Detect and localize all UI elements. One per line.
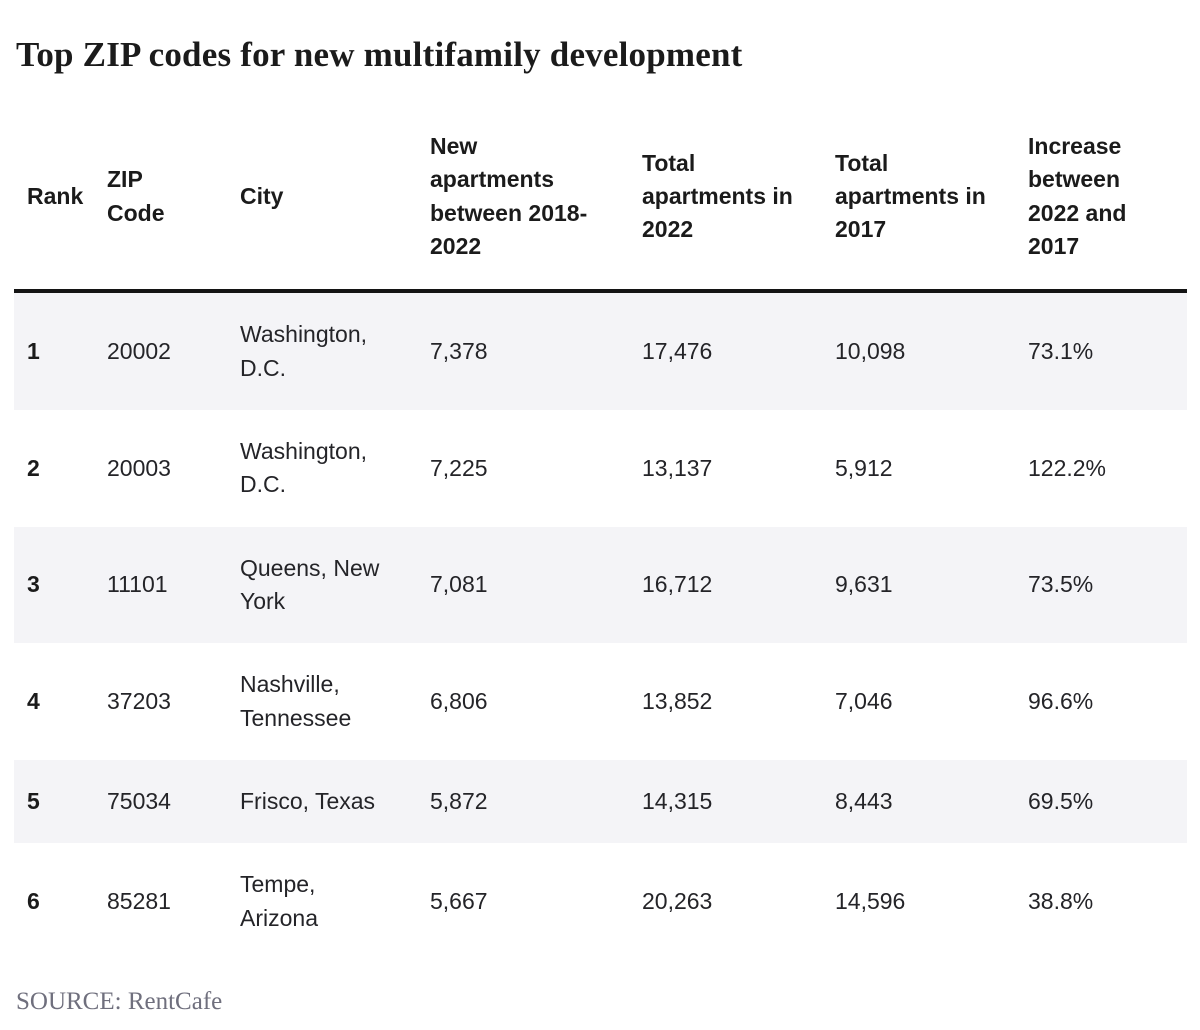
table-row: 1 20002 Washington, D.C. 7,378 17,476 10…	[14, 291, 1187, 411]
cell-total-2017: 8,443	[835, 788, 893, 815]
cell-zip-code: 85281	[107, 888, 171, 915]
cell-total-2022: 20,263	[642, 888, 713, 915]
cell-increase: 73.5%	[1028, 571, 1094, 598]
cell-zip-code: 37203	[107, 688, 171, 715]
cell-total-2022: 16,712	[642, 571, 713, 598]
cell-total-2017: 7,046	[835, 688, 893, 715]
cell-increase: 38.8%	[1028, 888, 1094, 915]
source-note: SOURCE: RentCafe	[16, 988, 223, 1016]
table-row: 2 20003 Washington, D.C. 7,225 13,137 5,…	[14, 410, 1187, 527]
cell-city: Washington, D.C.	[240, 321, 367, 381]
zip-codes-table: Rank ZIP Code City New apartments betwee…	[14, 105, 1187, 960]
table-row: 3 11101 Queens, New York 7,081 16,712 9,…	[14, 526, 1187, 644]
table-header: Rank ZIP Code City New apartments betwee…	[14, 105, 1187, 294]
cell-city: Washington, D.C.	[240, 438, 367, 498]
cell-rank: 6	[27, 888, 40, 915]
cell-city: Queens, New York	[240, 554, 380, 615]
cell-new-apartments: 6,806	[430, 688, 488, 715]
cell-city: Tempe, Arizona	[240, 871, 318, 931]
cell-city: Nashville, Tennessee	[240, 671, 352, 731]
col-header-total-2022: Total apartments in 2022	[629, 105, 822, 294]
table-row: 4 37203 Nashville, Tennessee 6,806 13,85…	[14, 643, 1187, 760]
table-row: 6 85281 Tempe, Arizona 5,667 20,263 14,5…	[14, 843, 1187, 960]
cell-total-2022: 14,315	[642, 788, 713, 815]
table-row: 5 75034 Frisco, Texas 5,872 14,315 8,443…	[14, 760, 1187, 844]
cell-increase: 73.1%	[1028, 338, 1094, 365]
table-header-row: Rank ZIP Code City New apartments betwee…	[14, 105, 1187, 294]
cell-total-2022: 13,137	[642, 454, 713, 481]
cell-total-2022: 13,852	[642, 688, 713, 715]
cell-increase: 122.2%	[1028, 454, 1107, 481]
cell-zip-code: 20003	[107, 454, 171, 481]
cell-zip-code: 11101	[107, 571, 168, 598]
cell-total-2017: 5,912	[835, 454, 893, 481]
cell-new-apartments: 5,872	[430, 788, 488, 815]
col-header-zip-code: ZIP Code	[94, 105, 227, 294]
cell-new-apartments: 5,667	[430, 888, 488, 915]
col-header-rank: Rank	[14, 105, 94, 294]
cell-rank: 2	[27, 454, 40, 481]
cell-rank: 5	[27, 788, 40, 815]
table-body: 1 20002 Washington, D.C. 7,378 17,476 10…	[14, 291, 1187, 960]
cell-zip-code: 75034	[107, 788, 171, 815]
cell-rank: 3	[27, 571, 40, 598]
col-header-city: City	[227, 105, 417, 294]
cell-rank: 1	[27, 338, 40, 365]
cell-total-2022: 17,476	[642, 338, 713, 365]
col-header-new-apartments: New apartments between 2018-2022	[417, 105, 629, 294]
cell-city: Frisco, Texas	[240, 788, 376, 815]
page-title: Top ZIP codes for new multifamily develo…	[16, 35, 743, 74]
cell-increase: 96.6%	[1028, 688, 1094, 715]
cell-new-apartments: 7,225	[430, 454, 488, 481]
col-header-total-2017: Total apartments in 2017	[822, 105, 1015, 294]
cell-total-2017: 9,631	[835, 571, 893, 598]
cell-zip-code: 20002	[107, 338, 171, 365]
cell-total-2017: 14,596	[835, 888, 906, 915]
cell-increase: 69.5%	[1028, 788, 1094, 815]
cell-new-apartments: 7,081	[430, 571, 488, 598]
col-header-increase: Increase between 2022 and 2017	[1015, 105, 1187, 294]
cell-total-2017: 10,098	[835, 338, 906, 365]
cell-rank: 4	[27, 688, 40, 715]
cell-new-apartments: 7,378	[430, 338, 488, 365]
